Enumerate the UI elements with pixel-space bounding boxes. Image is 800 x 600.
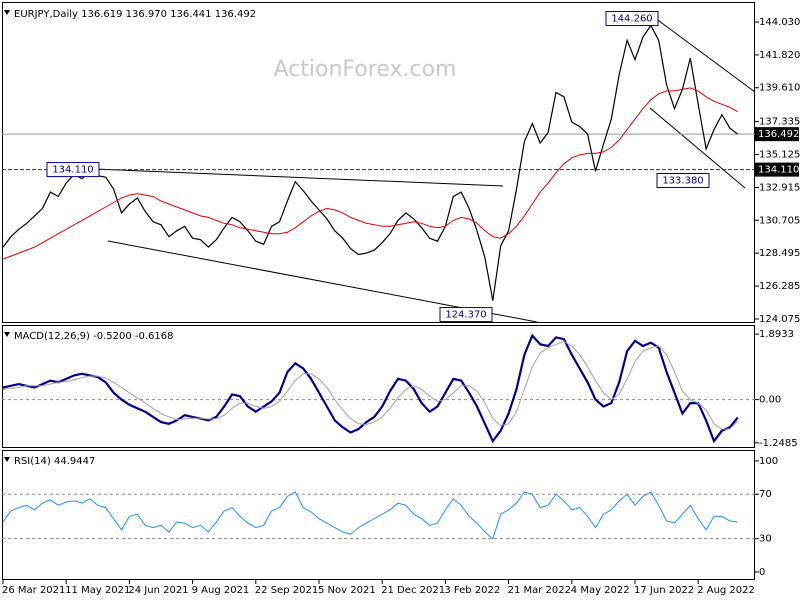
- price-label-box: [755, 162, 799, 177]
- x-tick-label: 11 May 2021: [65, 585, 130, 596]
- x-tick-label: 22 Sep 2021: [255, 585, 318, 596]
- x-tick-label: 3 Feb 2022: [444, 585, 500, 596]
- panel-title: EURJPY,Daily 136.619 136.970 136.441 136…: [14, 9, 256, 20]
- y-tick-label: 144.030: [759, 17, 800, 28]
- x-tick-label: 5 Nov 2021: [318, 585, 376, 596]
- watermark: ActionForex.com: [274, 57, 457, 82]
- annotation-label: 134.110: [52, 165, 93, 176]
- y-tick-label: 130.705: [759, 215, 800, 226]
- series-line: [2, 491, 738, 540]
- macd-panel: [2, 325, 755, 448]
- series-line: [2, 24, 739, 301]
- series-line: [2, 340, 739, 430]
- x-tick-label: 21 Dec 2021: [381, 585, 445, 596]
- annotation-box: [656, 172, 710, 188]
- annotation-box: [439, 307, 493, 323]
- y-tick-label: 126.285: [759, 281, 800, 292]
- x-tick-label: 26 Mar 2021: [2, 585, 65, 596]
- y-tick-label: 0: [759, 567, 765, 578]
- channel-line: [649, 107, 746, 189]
- annotation-box: [605, 11, 659, 27]
- y-tick-label: 139.610: [759, 83, 800, 94]
- price-label: 134.110: [758, 165, 799, 176]
- series-line: [2, 87, 738, 260]
- series-line: [2, 333, 739, 444]
- title-icon: [4, 10, 10, 15]
- x-tick-label: 4 May 2022: [571, 585, 630, 596]
- price-label-box: [755, 127, 799, 142]
- y-tick-label: 30: [759, 534, 772, 545]
- channel-line: [654, 17, 756, 93]
- y-tick-label: 0.00: [759, 395, 781, 406]
- panel-title: MACD(12,26,9) -0.5200 -0.6168: [14, 331, 174, 342]
- y-tick-label: 128.495: [759, 248, 800, 259]
- panel-title: RSI(14) 44.9447: [14, 456, 95, 467]
- x-tick-label: 9 Aug 2021: [192, 585, 250, 596]
- annotation-label: 144.260: [611, 14, 652, 25]
- x-tick-label: 2 Aug 2022: [697, 585, 755, 596]
- title-icon: [4, 457, 10, 462]
- x-tick-label: 17 Jun 2022: [634, 585, 694, 596]
- y-tick-label: 137.335: [759, 117, 800, 128]
- y-tick-label: 135.125: [759, 149, 800, 160]
- annotation-box: [46, 162, 100, 178]
- x-tick-label: 24 Jun 2021: [128, 585, 188, 596]
- annotation-label: 133.380: [662, 175, 703, 186]
- rsi-panel: [2, 450, 755, 580]
- y-tick-label: 124.075: [759, 314, 800, 325]
- y-tick-label: 1.8933: [759, 329, 794, 340]
- y-tick-label: 141.820: [759, 50, 800, 61]
- annotation-label: 124.370: [445, 310, 486, 321]
- x-tick-label: 21 Mar 2022: [508, 585, 571, 596]
- y-tick-label: -1.2485: [759, 438, 798, 449]
- y-tick-label: 100: [759, 456, 778, 467]
- trend-line: [94, 168, 504, 187]
- price-panel: [2, 2, 755, 323]
- y-tick-label: 132.915: [759, 182, 800, 193]
- price-label: 136.492: [758, 129, 799, 140]
- y-tick-label: 70: [759, 489, 772, 500]
- title-icon: [4, 332, 10, 337]
